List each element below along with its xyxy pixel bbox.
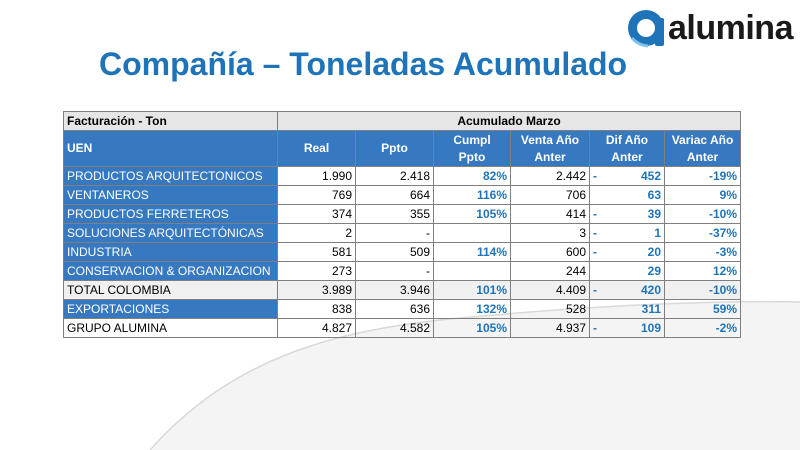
real-cell: 3.989 [277,280,356,300]
variac-cell: -3% [664,242,741,262]
variac-cell: 59% [664,299,741,319]
dif-cell: -1 [589,223,665,243]
real-cell: 2 [277,223,356,243]
venta-cell: 528 [510,299,590,319]
cumpl-cell [433,261,511,281]
dif-cell: -420 [589,280,665,300]
table-row: EXPORTACIONES 838 636 132% 528 311 59% [63,299,741,319]
venta-cell: 414 [510,204,590,224]
variac-cell: -19% [664,166,741,186]
real-cell: 374 [277,204,356,224]
column-header-row: UEN Real Ppto Cumpl Ppto Venta Año Anter Dif A… [63,130,741,167]
cumpl-cell: 105% [433,204,511,224]
column-header-dif-ano-anter: Dif Año Anter [589,130,665,167]
table-row: INDUSTRIA 581 509 114% 600-20 -3% [63,242,741,262]
ppto-cell: 3.946 [355,280,434,300]
uen-cell: SOLUCIONES ARQUITECTÓNICAS [63,223,278,243]
dif-cell: -20 [589,242,665,262]
ppto-cell: 509 [355,242,434,262]
real-cell: 1.990 [277,166,356,186]
dif-cell: 29 [589,261,665,281]
ppto-cell: 664 [355,185,434,205]
ppto-cell: 636 [355,299,434,319]
venta-cell: 706 [510,185,590,205]
real-cell: 581 [277,242,356,262]
column-header-real: Real [277,130,356,167]
cumpl-cell: 116% [433,185,511,205]
cumpl-cell: 132% [433,299,511,319]
ppto-cell: - [355,261,434,281]
row-header-uen: UEN [63,130,278,167]
logo-text: alumina [668,9,793,47]
table-row: PRODUCTOS FERRETEROS 374 355 105% 414-39 -10% [63,204,741,224]
real-cell: 4.827 [277,318,356,338]
page-title: Compañía – Toneladas Acumulado [99,46,628,82]
cumpl-cell: 82% [433,166,511,186]
cumpl-cell: 105% [433,318,511,338]
real-cell: 769 [277,185,356,205]
variac-cell: -2% [664,318,741,338]
ppto-cell: 355 [355,204,434,224]
uen-cell: EXPORTACIONES [63,299,278,319]
tonnage-table: Facturación - Ton Acumulado Marzo UEN Re… [63,111,741,338]
alumina-logo: alumina [626,6,793,50]
dif-cell: -39 [589,204,665,224]
column-header-variac-ano-anter: Variac Año Anter [664,130,741,167]
uen-cell: GRUPO ALUMINA [63,318,278,338]
ppto-cell: 2.418 [355,166,434,186]
alumina-logo-icon [628,10,664,48]
table-body: PRODUCTOS ARQUITECTONICOS 1.990 2.418 82% 2.… [63,166,741,338]
variac-cell: -10% [664,204,741,224]
venta-cell: 600 [510,242,590,262]
dif-cell: -452 [589,166,665,186]
table-row: CONSERVACION & ORGANIZACION 273- 244 29 12% [63,261,741,281]
dif-cell: 311 [589,299,665,319]
variac-cell: -10% [664,280,741,300]
venta-cell: 244 [510,261,590,281]
uen-cell: INDUSTRIA [63,242,278,262]
real-cell: 273 [277,261,356,281]
dif-cell: 63 [589,185,665,205]
column-header-ppto: Ppto [355,130,434,167]
table-row: VENTANEROS 769 664 116% 706 63 9% [63,185,741,205]
table-row: PRODUCTOS ARQUITECTONICOS 1.990 2.418 82% 2.… [63,166,741,186]
dif-cell: -109 [589,318,665,338]
variac-cell: -37% [664,223,741,243]
uen-cell: CONSERVACION & ORGANIZACION [63,261,278,281]
uen-cell: VENTANEROS [63,185,278,205]
column-header-venta-ano-anter: Venta Año Anter [510,130,590,167]
variac-cell: 9% [664,185,741,205]
real-cell: 838 [277,299,356,319]
cumpl-cell: 101% [433,280,511,300]
uen-cell: PRODUCTOS FERRETEROS [63,204,278,224]
variac-cell: 12% [664,261,741,281]
venta-cell: 4.937 [510,318,590,338]
venta-cell: 4.409 [510,280,590,300]
cumpl-cell: 114% [433,242,511,262]
ppto-cell: 4.582 [355,318,434,338]
uen-cell: TOTAL COLOMBIA [63,280,278,300]
corner-label: Facturación - Ton [63,111,278,131]
ppto-cell: - [355,223,434,243]
table-row: SOLUCIONES ARQUITECTÓNICAS 2- 3-1 -37% [63,223,741,243]
cumpl-cell [433,223,511,243]
column-header-cumpl-ppto: Cumpl Ppto [433,130,511,167]
venta-cell: 2.442 [510,166,590,186]
uen-cell: PRODUCTOS ARQUITECTONICOS [63,166,278,186]
table-row: GRUPO ALUMINA 4.827 4.582 105% 4.937-109 -2% [63,318,741,338]
venta-cell: 3 [510,223,590,243]
group-header: Acumulado Marzo [277,111,741,131]
table-row: TOTAL COLOMBIA 3.989 3.946 101% 4.409-420 -10… [63,280,741,300]
